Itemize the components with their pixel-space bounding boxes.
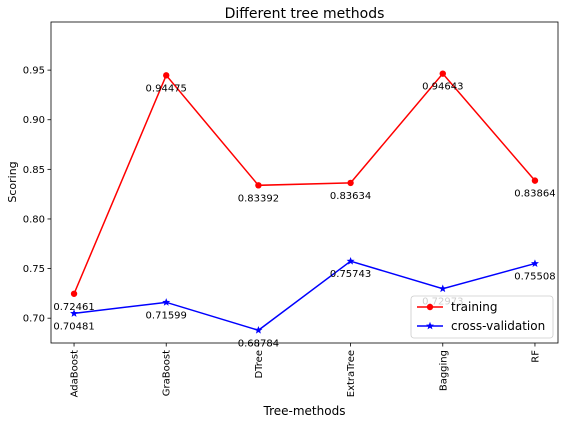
data-point-training: [255, 182, 262, 189]
data-label-cross-validation: 0.75508: [514, 272, 555, 283]
x-tick-label: RF: [530, 350, 541, 363]
data-label-training: 0.83634: [330, 191, 371, 202]
data-point-cross-validation: [162, 298, 171, 306]
y-tick-label: 0.80: [23, 214, 45, 225]
data-point-training: [531, 177, 539, 184]
x-tick-label: AdaBoost: [70, 350, 81, 397]
x-tick-label: Bagging: [438, 350, 449, 391]
y-axis: 0.70 0.75 0.80 0.85 0.90 0.95: [23, 66, 51, 325]
x-tick-label: GraBoost: [162, 350, 173, 396]
y-tick-label: 0.75: [23, 264, 45, 275]
x-tick-label: DTree: [254, 350, 265, 379]
data-label-training: 0.94475: [146, 83, 187, 94]
data-point-cross-validation: [70, 309, 79, 317]
data-point-training: [439, 70, 446, 77]
y-tick-label: 0.85: [23, 165, 45, 176]
legend-training-label: training: [451, 300, 498, 314]
data-point-cross-validation: [254, 326, 263, 334]
data-point-training: [70, 290, 78, 297]
legend-training-marker: [426, 303, 434, 311]
x-tick-label: ExtraTree: [346, 350, 357, 397]
y-tick-label: 0.95: [23, 66, 45, 77]
data-point-cross-validation: [346, 257, 355, 265]
plot-frame: [50, 21, 559, 344]
data-label-cross-validation: 0.71599: [146, 310, 187, 321]
data-label-cross-validation: 0.70481: [53, 321, 94, 332]
data-point-training: [347, 179, 354, 187]
chart-title: Different tree methods: [225, 6, 385, 22]
x-axis: AdaBoost GraBoost DTree ExtraTree Bagging RF: [70, 343, 541, 397]
x-axis-label: Tree-methods: [263, 404, 346, 418]
legend-cross-validation-marker: [426, 321, 434, 330]
data-point-cross-validation: [530, 259, 539, 267]
legend: training cross-validation: [410, 295, 554, 339]
data-label-training: 0.72461: [53, 302, 94, 313]
y-tick-label: 0.70: [23, 314, 45, 325]
legend-box: [410, 295, 554, 339]
data-label-training: 0.83864: [514, 189, 555, 200]
plot-area: [51, 22, 558, 343]
legend-cross-validation-label: cross-validation: [451, 319, 545, 333]
data-point-cross-validation: [438, 284, 447, 293]
series-layer: [70, 70, 539, 334]
data-label-training: 0.94643: [422, 82, 463, 93]
series-line-training: [73, 72, 536, 295]
data-label-training: 0.83392: [238, 193, 279, 204]
series-line-cross-validation: [73, 260, 536, 332]
data-label-cross-validation: 0.75743: [330, 269, 371, 280]
y-axis-label: Scoring: [6, 161, 19, 202]
data-point-training: [163, 72, 170, 79]
y-tick-label: 0.90: [23, 115, 45, 126]
